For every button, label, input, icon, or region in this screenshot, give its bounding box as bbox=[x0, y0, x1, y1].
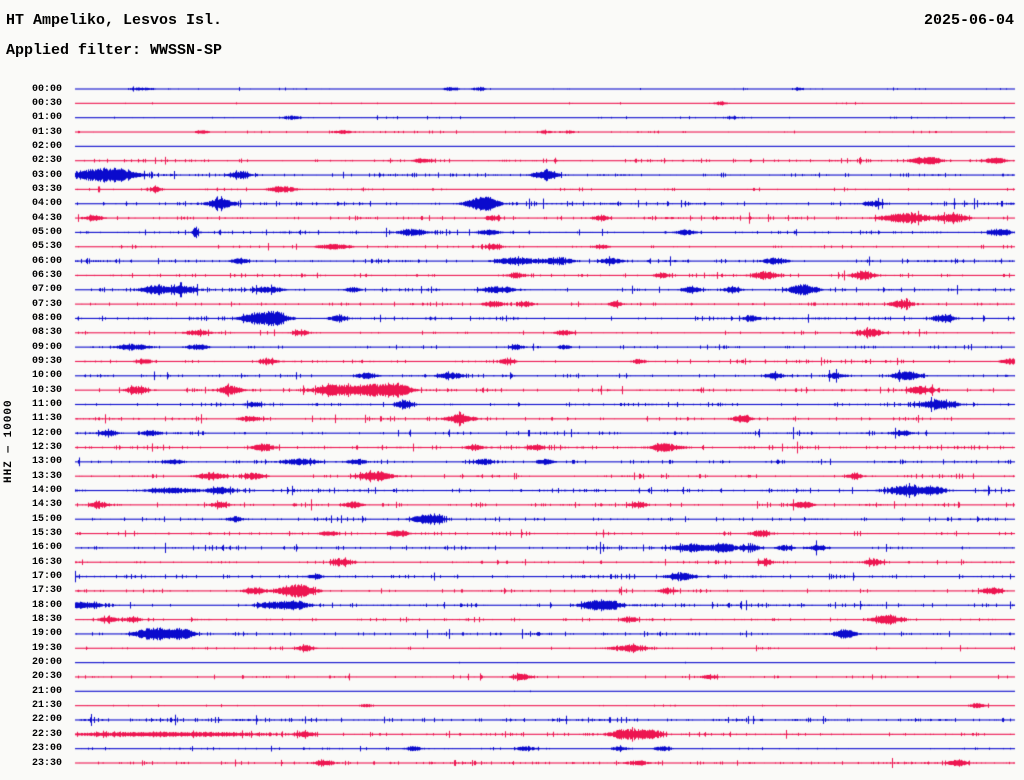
helicorder-page: HT Ampeliko, Lesvos Isl. 2025-06-04 Appl… bbox=[0, 0, 1024, 780]
helicorder-canvas bbox=[0, 0, 1024, 780]
